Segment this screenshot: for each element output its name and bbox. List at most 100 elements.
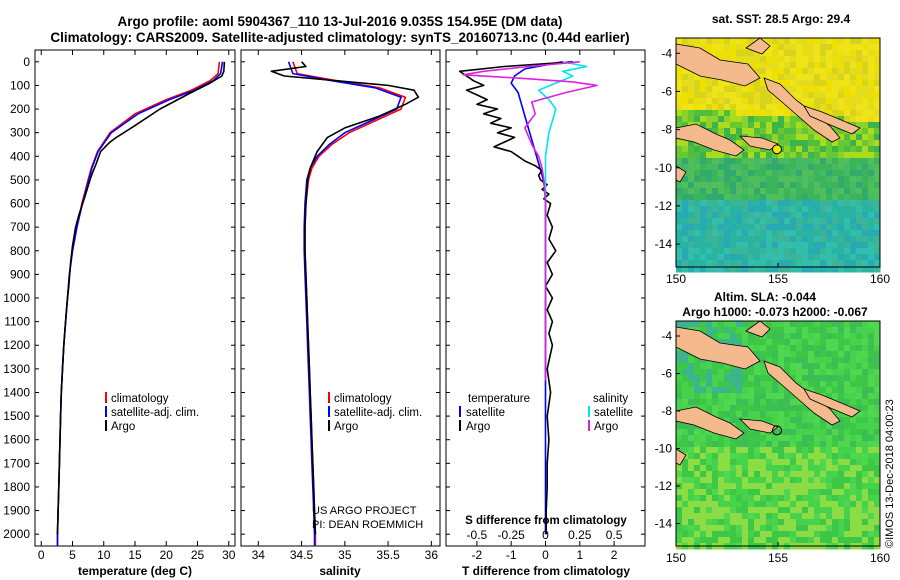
map-cell — [712, 50, 719, 57]
map-cell — [772, 453, 779, 460]
map-cell — [682, 176, 689, 183]
map-cell — [742, 369, 749, 376]
map-cell — [706, 489, 713, 496]
map-cell — [802, 333, 809, 340]
map-cell — [844, 495, 851, 502]
map-cell — [778, 321, 785, 328]
map-cell — [688, 489, 695, 496]
map-cell — [742, 471, 749, 478]
map-cell — [862, 387, 869, 394]
map-cell — [730, 531, 737, 538]
map-cell — [718, 86, 725, 93]
map-cell — [856, 321, 863, 328]
map-cell — [838, 519, 845, 526]
map-cell — [874, 230, 881, 237]
map-cell — [724, 116, 731, 123]
map-cell — [844, 44, 851, 51]
map-cell — [784, 152, 791, 159]
map-cell — [850, 254, 857, 261]
map-cell — [694, 537, 701, 544]
x-tick-label: 0 — [542, 548, 549, 562]
sla-map-title-1: Altim. SLA: -0.044 — [714, 290, 816, 304]
map-cell — [850, 230, 857, 237]
map-cell — [856, 62, 863, 69]
map-cell — [736, 152, 743, 159]
map-cell — [694, 176, 701, 183]
map-cell — [712, 399, 719, 406]
map-cell — [784, 146, 791, 153]
map-cell — [688, 92, 695, 99]
map-cell — [790, 477, 797, 484]
map-cell — [766, 170, 773, 177]
map-cell — [760, 260, 767, 267]
map-cell — [808, 248, 815, 255]
map-cell — [856, 146, 863, 153]
map-cell — [826, 44, 833, 51]
map-cell — [682, 471, 689, 478]
map-cell — [838, 182, 845, 189]
map-cell — [778, 110, 785, 117]
map-cell — [790, 327, 797, 334]
map-cell — [802, 519, 809, 526]
map-cell — [760, 182, 767, 189]
map-cell — [688, 387, 695, 394]
map-cell — [862, 182, 869, 189]
map-cell — [796, 351, 803, 358]
map-cell — [808, 363, 815, 370]
map-cell — [694, 158, 701, 165]
map-cell — [778, 158, 785, 165]
map-cell — [706, 188, 713, 195]
map-cell — [796, 531, 803, 538]
map-cell — [820, 375, 827, 382]
map-cell — [766, 164, 773, 171]
map-cell — [700, 80, 707, 87]
map-cell — [874, 206, 881, 213]
map-cell — [802, 56, 809, 63]
map-cell — [772, 74, 779, 81]
map-cell — [832, 62, 839, 69]
map-cell — [772, 104, 779, 111]
map-cell — [706, 369, 713, 376]
map-cell — [778, 56, 785, 63]
map-cell — [838, 56, 845, 63]
map-cell — [718, 242, 725, 249]
map-cell — [874, 393, 881, 400]
map-cell — [796, 56, 803, 63]
map-cell — [820, 519, 827, 526]
map-cell — [778, 50, 785, 57]
map-cell — [724, 50, 731, 57]
map-cell — [844, 212, 851, 219]
map-cell — [772, 128, 779, 135]
map-cell — [748, 387, 755, 394]
map-cell — [706, 200, 713, 207]
map-cell — [826, 230, 833, 237]
map-cell — [814, 98, 821, 105]
map-cell — [700, 212, 707, 219]
map-cell — [688, 369, 695, 376]
map-cell — [736, 176, 743, 183]
map-cell — [850, 429, 857, 436]
map-cell — [760, 176, 767, 183]
map-cell — [844, 56, 851, 63]
map-cell — [862, 236, 869, 243]
map-cell — [790, 369, 797, 376]
map-cell — [694, 381, 701, 388]
map-cell — [844, 387, 851, 394]
map-cell — [688, 483, 695, 490]
map-cell — [712, 152, 719, 159]
map-cell — [718, 411, 725, 418]
map-cell — [724, 110, 731, 117]
map-cell — [778, 182, 785, 189]
map-cell — [754, 56, 761, 63]
map-cell — [856, 68, 863, 75]
map-cell — [790, 423, 797, 430]
map-cell — [754, 411, 761, 418]
map-cell — [796, 200, 803, 207]
map-cell — [700, 104, 707, 111]
map-cell — [712, 194, 719, 201]
map-cell — [796, 62, 803, 69]
map-cell — [694, 152, 701, 159]
x-tick-label: 10 — [97, 548, 111, 562]
map-cell — [772, 134, 779, 141]
map-cell — [844, 327, 851, 334]
